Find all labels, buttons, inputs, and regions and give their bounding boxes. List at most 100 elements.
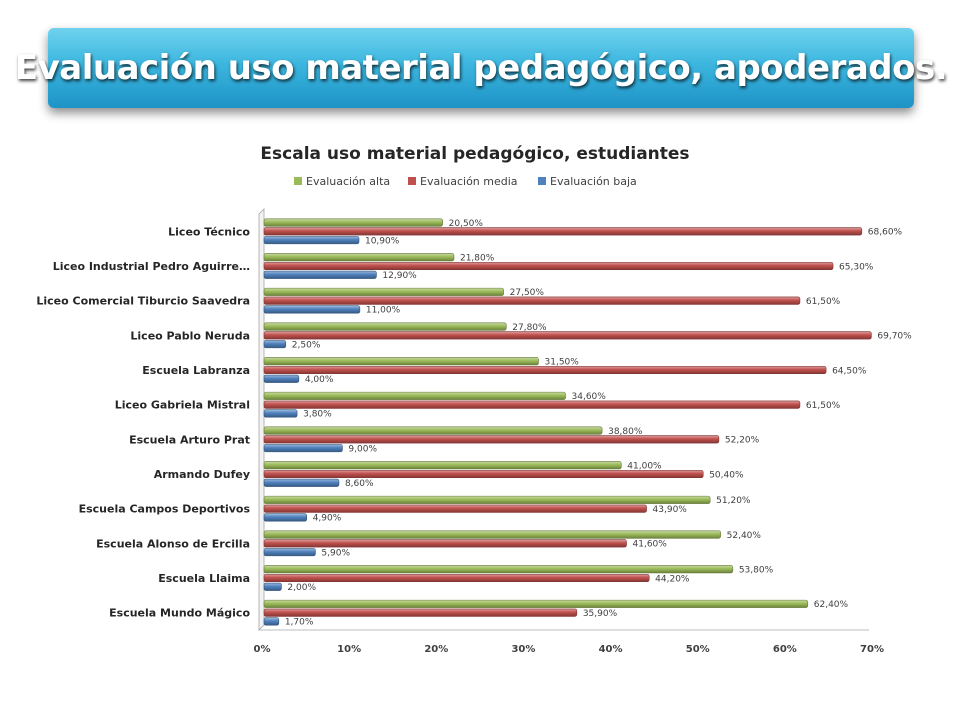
bar-0-11 (263, 599, 809, 608)
data-label-0-1: 21,80% (460, 253, 495, 263)
bar-0-3 (263, 322, 507, 331)
category-label-5: Liceo Gabriela Mistral (115, 399, 250, 412)
bar-2-3 (263, 340, 287, 349)
bar-0-9 (263, 530, 721, 539)
legend-label-1: Evaluación media (420, 175, 518, 188)
bar-1-5 (263, 400, 801, 409)
legend-label-2: Evaluación baja (550, 175, 637, 188)
category-label-4: Escuela Labranza (142, 364, 250, 377)
category-label-1: Liceo Industrial Pedro Aguirre… (53, 260, 250, 273)
bar-1-7 (263, 469, 704, 479)
data-label-2-5: 3,80% (303, 410, 332, 420)
data-label-0-5: 34,60% (572, 392, 607, 402)
data-label-2-0: 10,90% (365, 236, 400, 246)
category-label-3: Liceo Pablo Neruda (130, 329, 250, 342)
data-label-0-10: 53,80% (739, 565, 774, 575)
bar-1-3 (263, 331, 872, 340)
x-tick-label-2: 20% (424, 644, 448, 655)
data-label-1-5: 61,50% (806, 401, 841, 411)
data-label-0-4: 31,50% (545, 357, 580, 367)
bar-1-10 (263, 573, 650, 583)
bar-2-10 (263, 582, 282, 591)
slide-title-banner: Evaluación uso material pedagógico, apod… (15, 28, 948, 108)
data-label-0-0: 20,50% (449, 219, 484, 229)
data-label-1-1: 65,30% (839, 262, 874, 272)
data-label-0-11: 62,40% (814, 600, 849, 610)
bar-0-8 (263, 495, 711, 504)
bar-0-6 (263, 426, 603, 435)
bar-2-9 (263, 548, 316, 557)
bar-0-5 (263, 391, 566, 400)
data-label-1-3: 69,70% (877, 332, 912, 342)
bar-0-10 (263, 565, 734, 574)
x-tick-label-3: 30% (511, 644, 535, 655)
x-tick-label-4: 40% (599, 644, 623, 655)
category-label-2: Liceo Comercial Tiburcio Saavedra (36, 295, 250, 308)
bar-2-2 (263, 305, 361, 314)
bar-0-1 (263, 253, 455, 262)
legend-swatch-1 (408, 177, 416, 185)
data-label-2-10: 2,00% (287, 583, 316, 593)
bar-2-8 (263, 513, 308, 522)
data-label-2-7: 8,60% (345, 479, 374, 489)
category-label-0: Liceo Técnico (168, 225, 250, 238)
bar-2-11 (263, 617, 280, 626)
data-label-1-9: 41,60% (633, 540, 668, 550)
legend-swatch-0 (294, 177, 302, 185)
chart-title: Escala uso material pedagógico, estudian… (260, 144, 689, 164)
category-label-7: Armando Dufey (154, 468, 250, 481)
x-tick-label-1: 10% (337, 644, 361, 655)
bar-0-4 (263, 357, 539, 366)
bar-2-6 (263, 444, 343, 453)
bar-1-6 (263, 435, 720, 444)
data-label-0-8: 51,20% (716, 496, 751, 506)
data-label-2-6: 9,00% (348, 444, 377, 454)
data-label-0-6: 38,80% (608, 427, 643, 437)
bar-1-2 (263, 296, 801, 305)
bar-1-8 (263, 504, 647, 513)
bar-2-1 (263, 270, 377, 279)
bar-2-0 (263, 236, 360, 245)
x-tick-label-0: 0% (254, 644, 271, 655)
category-label-6: Escuela Arturo Prat (129, 433, 250, 446)
x-tick-label-6: 60% (773, 644, 797, 655)
data-label-1-10: 44,20% (655, 574, 690, 584)
data-label-2-3: 2,50% (292, 340, 321, 350)
data-label-0-7: 41,00% (627, 461, 662, 471)
bar-1-4 (263, 365, 827, 375)
bar-2-7 (263, 478, 340, 487)
bar-1-1 (263, 261, 834, 271)
data-label-1-4: 64,50% (832, 366, 867, 376)
data-label-1-7: 50,40% (709, 470, 744, 480)
data-label-0-2: 27,50% (510, 288, 545, 298)
data-label-1-6: 52,20% (725, 436, 760, 446)
data-label-2-11: 1,70% (285, 618, 314, 628)
slide-title: Evaluación uso material pedagógico, apod… (14, 48, 948, 88)
data-label-1-8: 43,90% (653, 505, 688, 515)
data-label-1-2: 61,50% (806, 297, 841, 307)
category-label-9: Escuela Alonso de Ercilla (96, 537, 250, 550)
category-label-11: Escuela Mundo Mágico (109, 607, 250, 620)
bar-1-0 (263, 227, 863, 236)
data-label-1-0: 68,60% (868, 228, 903, 238)
x-tick-label-7: 70% (860, 644, 884, 655)
x-tick-label-5: 50% (686, 644, 710, 655)
bar-2-4 (263, 374, 300, 383)
data-label-2-8: 4,90% (313, 514, 342, 524)
category-label-10: Escuela Llaima (158, 572, 250, 585)
data-label-2-2: 11,00% (366, 306, 401, 316)
bar-0-7 (263, 461, 622, 470)
data-label-2-4: 4,00% (305, 375, 334, 385)
data-label-0-3: 27,80% (512, 323, 547, 333)
category-label-8: Escuela Campos Deportivos (79, 503, 251, 516)
data-label-2-1: 12,90% (382, 271, 417, 281)
legend-swatch-2 (538, 177, 546, 185)
bar-1-9 (263, 539, 627, 548)
bar-0-2 (263, 287, 504, 296)
bar-0-0 (263, 218, 443, 227)
data-label-1-11: 35,90% (583, 609, 618, 619)
bar-1-11 (263, 608, 578, 617)
legend-label-0: Evaluación alta (306, 175, 390, 188)
axis-wall (258, 208, 265, 631)
